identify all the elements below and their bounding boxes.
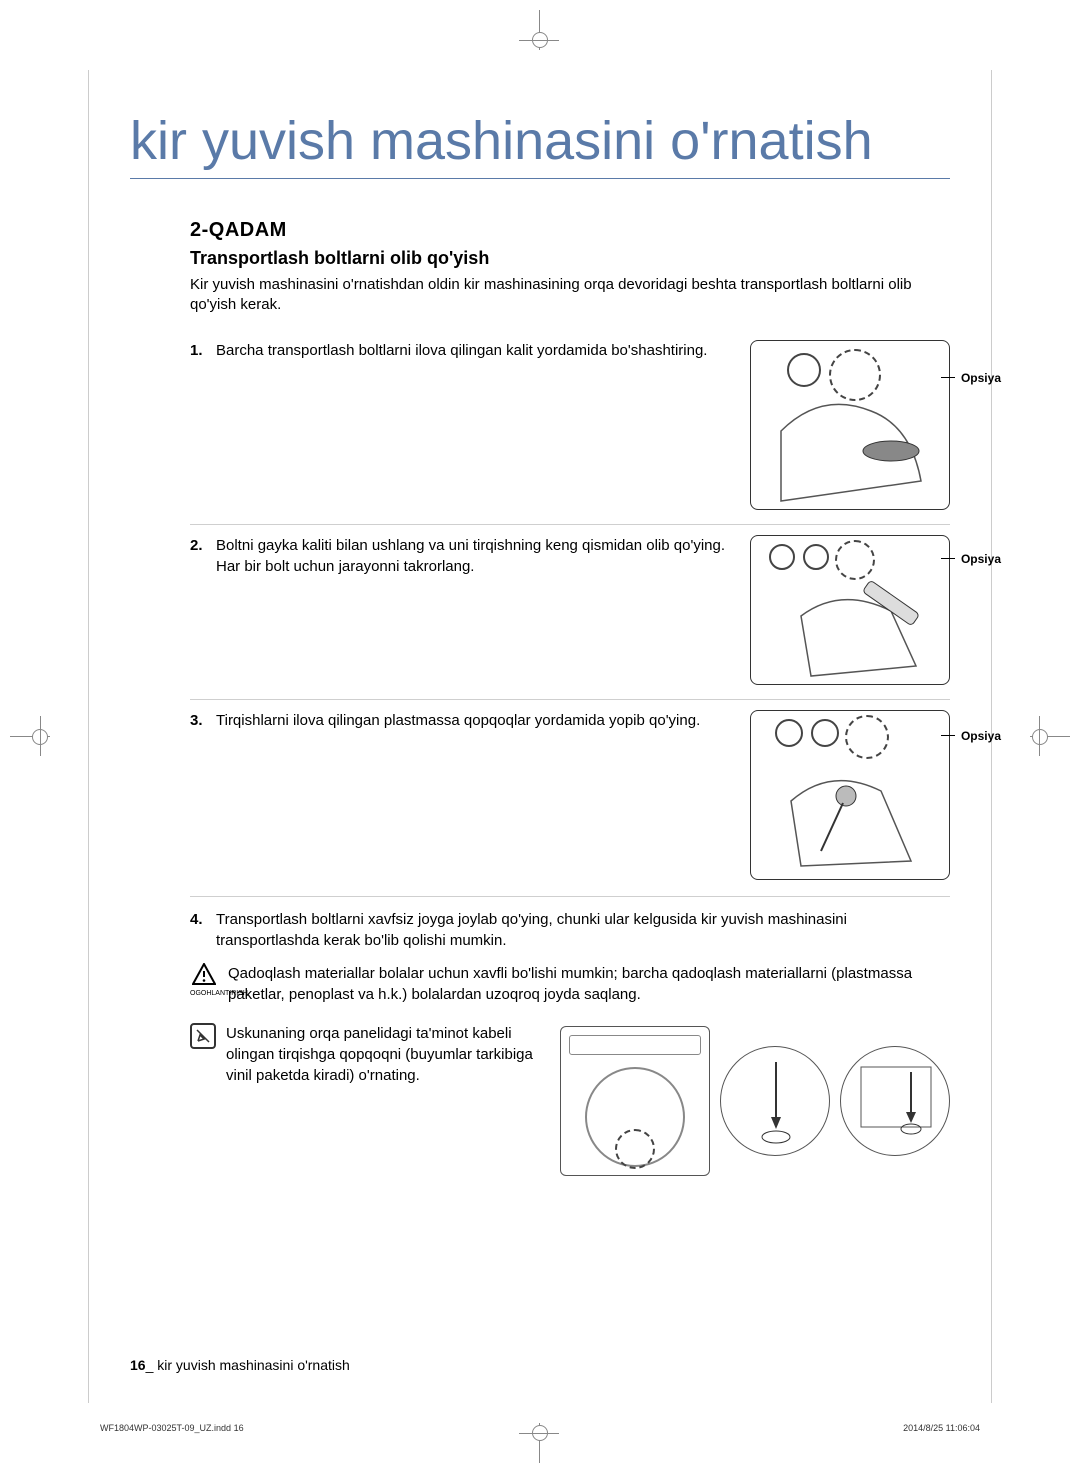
step-2-num: 2. — [190, 535, 208, 577]
step-3-figure: Opsiya — [750, 710, 950, 880]
warning-text: Qadoqlash materiallar bolalar uchun xavf… — [228, 963, 950, 1005]
section-head: 2-QADAM — [190, 219, 950, 242]
page-content: kir yuvish mashinasini o'rnatish 2-QADAM… — [130, 110, 950, 1373]
page-title: kir yuvish mashinasini o'rnatish — [130, 110, 950, 179]
step-2-text: 2. Boltni gayka kaliti bilan ushlang va … — [190, 535, 734, 577]
footer-title: kir yuvish mashinasini o'rnatish — [157, 1357, 350, 1373]
warning-row: OGOHLANTIRISH Qadoqlash materiallar bola… — [190, 963, 950, 1005]
step-3-text: 3. Tirqishlarni ilova qilingan plastmass… — [190, 710, 734, 731]
step-2-figure-label: Opsiya — [961, 552, 1001, 566]
washer-diagram — [560, 1026, 710, 1176]
crop-mark-bottom — [525, 1433, 555, 1463]
step-1-text: 1. Barcha transportlash boltlarni ilova … — [190, 340, 734, 361]
step-3-figure-label: Opsiya — [961, 729, 1001, 743]
detail-circle-1 — [720, 1046, 830, 1156]
print-meta-left: WF1804WP-03025T-09_UZ.indd 16 — [100, 1423, 244, 1433]
crop-mark-right — [1040, 722, 1070, 752]
step-3: 3. Tirqishlarni ilova qilingan plastmass… — [190, 699, 950, 890]
warning-icon: OGOHLANTIRISH — [190, 963, 218, 999]
note-icon — [190, 1023, 216, 1049]
crop-mark-top — [525, 10, 555, 40]
step-4-body: Transportlash boltlarni xavfsiz joyga jo… — [216, 909, 950, 951]
print-meta-right: 2014/8/25 11:06:04 — [903, 1423, 980, 1433]
step-3-body: Tirqishlarni ilova qilingan plastmassa q… — [216, 710, 700, 731]
step-4-num: 4. — [190, 909, 208, 951]
step-3-num: 3. — [190, 710, 208, 731]
detail-circle-2 — [840, 1046, 950, 1156]
page-footer: 16_ kir yuvish mashinasini o'rnatish — [130, 1357, 350, 1373]
step-2-figure: Opsiya — [750, 535, 950, 685]
trim-line-left — [88, 70, 89, 1403]
crop-mark-left — [10, 722, 40, 752]
step-2: 2. Boltni gayka kaliti bilan ushlang va … — [190, 524, 950, 695]
step-1-figure: Opsiya — [750, 340, 950, 510]
step-1: 1. Barcha transportlash boltlarni ilova … — [190, 330, 950, 520]
section-intro: Kir yuvish mashinasini o'rnatishdan oldi… — [190, 275, 950, 316]
step-1-body: Barcha transportlash boltlarni ilova qil… — [216, 340, 707, 361]
page-number: 16 — [130, 1357, 146, 1373]
footer-sep: _ — [146, 1357, 154, 1373]
section-subhead: Transportlash boltlarni olib qo'yish — [190, 248, 950, 269]
step-2-body: Boltni gayka kaliti bilan ushlang va uni… — [216, 535, 734, 577]
warning-caption: OGOHLANTIRISH — [190, 989, 218, 999]
steps-list: 1. Barcha transportlash boltlarni ilova … — [190, 330, 950, 890]
step-1-num: 1. — [190, 340, 208, 361]
note-text: Uskunaning orqa panelidagi ta'minot kabe… — [226, 1023, 536, 1086]
step-1-figure-label: Opsiya — [961, 371, 1001, 385]
step-4-text: 4. Transportlash boltlarni xavfsiz joyga… — [190, 909, 950, 951]
